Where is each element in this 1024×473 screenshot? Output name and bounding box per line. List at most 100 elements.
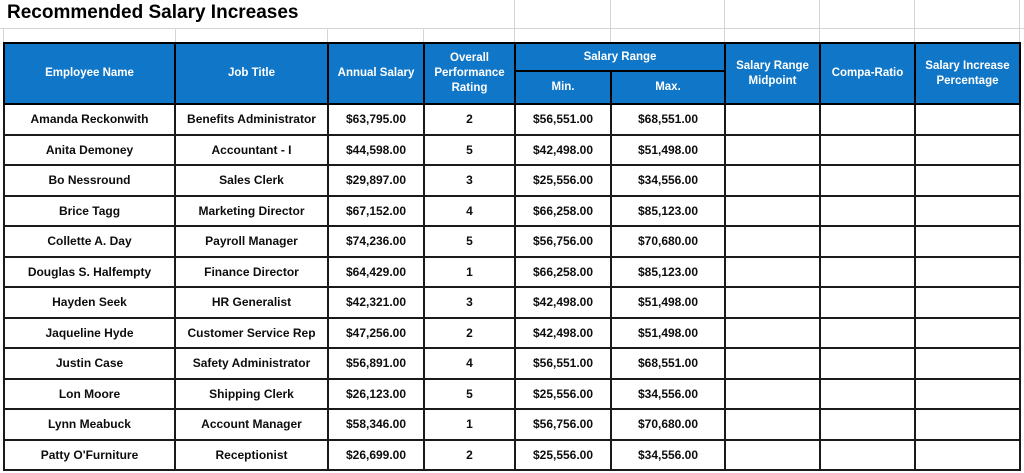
cell-rating[interactable]: 2 — [423, 438, 516, 471]
cell-midpoint[interactable] — [724, 225, 821, 258]
cell-rating[interactable]: 5 — [423, 225, 516, 258]
cell-annual-salary[interactable]: $44,598.00 — [327, 133, 425, 166]
cell-max[interactable]: $51,498.00 — [610, 286, 726, 319]
cell-max[interactable]: $34,556.00 — [610, 377, 726, 410]
cell-rating[interactable]: 1 — [423, 255, 516, 288]
cell-employee-name[interactable]: Patty O'Furniture — [3, 438, 176, 471]
cell-increase-pct[interactable] — [914, 286, 1021, 319]
col-header-employee-name[interactable]: Employee Name — [3, 42, 176, 105]
cell-compa-ratio[interactable] — [819, 133, 916, 166]
cell-compa-ratio[interactable] — [819, 438, 916, 471]
cell-annual-salary[interactable]: $67,152.00 — [327, 194, 425, 227]
cell-min[interactable]: $25,556.00 — [514, 377, 612, 410]
cell-increase-pct[interactable] — [914, 438, 1021, 471]
cell-increase-pct[interactable] — [914, 255, 1021, 288]
cell-increase-pct[interactable] — [914, 225, 1021, 258]
cell-rating[interactable]: 3 — [423, 164, 516, 197]
col-header-compa-ratio[interactable]: Compa-Ratio — [819, 42, 916, 105]
cell-job-title[interactable]: Receptionist — [174, 438, 329, 471]
cell-annual-salary[interactable]: $26,123.00 — [327, 377, 425, 410]
cell-employee-name[interactable]: Anita Demoney — [3, 133, 176, 166]
cell-job-title[interactable]: Finance Director — [174, 255, 329, 288]
cell-min[interactable]: $56,551.00 — [514, 103, 612, 136]
cell-min[interactable]: $56,551.00 — [514, 347, 612, 380]
cell-min[interactable]: $25,556.00 — [514, 438, 612, 471]
col-header-job-title[interactable]: Job Title — [174, 42, 329, 105]
cell-annual-salary[interactable]: $42,321.00 — [327, 286, 425, 319]
cell-job-title[interactable]: Payroll Manager — [174, 225, 329, 258]
cell-max[interactable]: $70,680.00 — [610, 408, 726, 441]
cell-midpoint[interactable] — [724, 347, 821, 380]
cell-compa-ratio[interactable] — [819, 225, 916, 258]
cell-employee-name[interactable]: Amanda Reckonwith — [3, 103, 176, 136]
cell-increase-pct[interactable] — [914, 377, 1021, 410]
cell-midpoint[interactable] — [724, 316, 821, 349]
cell-max[interactable]: $85,123.00 — [610, 255, 726, 288]
cell-increase-pct[interactable] — [914, 103, 1021, 136]
cell-compa-ratio[interactable] — [819, 194, 916, 227]
cell-compa-ratio[interactable] — [819, 103, 916, 136]
cell-min[interactable]: $66,258.00 — [514, 194, 612, 227]
cell-min[interactable]: $42,498.00 — [514, 286, 612, 319]
cell-max[interactable]: $51,498.00 — [610, 133, 726, 166]
cell-rating[interactable]: 3 — [423, 286, 516, 319]
col-header-overall-performance-rating[interactable]: Overall Performance Rating — [423, 42, 516, 105]
cell-rating[interactable]: 2 — [423, 103, 516, 136]
cell-rating[interactable]: 4 — [423, 347, 516, 380]
cell-employee-name[interactable]: Lynn Meabuck — [3, 408, 176, 441]
cell-annual-salary[interactable]: $64,429.00 — [327, 255, 425, 288]
cell-increase-pct[interactable] — [914, 194, 1021, 227]
cell-annual-salary[interactable]: $63,795.00 — [327, 103, 425, 136]
cell-job-title[interactable]: Sales Clerk — [174, 164, 329, 197]
cell-min[interactable]: $25,556.00 — [514, 164, 612, 197]
cell-min[interactable]: $42,498.00 — [514, 316, 612, 349]
cell-rating[interactable]: 2 — [423, 316, 516, 349]
cell-increase-pct[interactable] — [914, 316, 1021, 349]
cell-midpoint[interactable] — [724, 377, 821, 410]
cell-job-title[interactable]: Customer Service Rep — [174, 316, 329, 349]
cell-employee-name[interactable]: Lon Moore — [3, 377, 176, 410]
cell-employee-name[interactable]: Jaqueline Hyde — [3, 316, 176, 349]
cell-midpoint[interactable] — [724, 408, 821, 441]
cell-max[interactable]: $34,556.00 — [610, 164, 726, 197]
cell-compa-ratio[interactable] — [819, 286, 916, 319]
col-header-salary-increase-percentage[interactable]: Salary Increase Percentage — [914, 42, 1021, 105]
col-header-salary-range-group[interactable]: Salary Range — [514, 42, 726, 72]
cell-midpoint[interactable] — [724, 438, 821, 471]
cell-max[interactable]: $85,123.00 — [610, 194, 726, 227]
cell-job-title[interactable]: Benefits Administrator — [174, 103, 329, 136]
cell-annual-salary[interactable]: $74,236.00 — [327, 225, 425, 258]
cell-employee-name[interactable]: Justin Case — [3, 347, 176, 380]
cell-job-title[interactable]: Marketing Director — [174, 194, 329, 227]
cell-increase-pct[interactable] — [914, 408, 1021, 441]
cell-min[interactable]: $56,756.00 — [514, 408, 612, 441]
cell-employee-name[interactable]: Hayden Seek — [3, 286, 176, 319]
cell-job-title[interactable]: Shipping Clerk — [174, 377, 329, 410]
cell-compa-ratio[interactable] — [819, 316, 916, 349]
cell-max[interactable]: $70,680.00 — [610, 225, 726, 258]
cell-max[interactable]: $68,551.00 — [610, 347, 726, 380]
cell-midpoint[interactable] — [724, 286, 821, 319]
cell-compa-ratio[interactable] — [819, 347, 916, 380]
cell-employee-name[interactable]: Bo Nessround — [3, 164, 176, 197]
cell-increase-pct[interactable] — [914, 164, 1021, 197]
page-title[interactable]: Recommended Salary Increases — [7, 2, 299, 23]
cell-annual-salary[interactable]: $56,891.00 — [327, 347, 425, 380]
cell-employee-name[interactable]: Collette A. Day — [3, 225, 176, 258]
cell-increase-pct[interactable] — [914, 347, 1021, 380]
cell-rating[interactable]: 4 — [423, 194, 516, 227]
cell-compa-ratio[interactable] — [819, 408, 916, 441]
cell-rating[interactable]: 1 — [423, 408, 516, 441]
cell-min[interactable]: $66,258.00 — [514, 255, 612, 288]
cell-rating[interactable]: 5 — [423, 377, 516, 410]
cell-midpoint[interactable] — [724, 194, 821, 227]
cell-annual-salary[interactable]: $29,897.00 — [327, 164, 425, 197]
cell-employee-name[interactable]: Douglas S. Halfempty — [3, 255, 176, 288]
cell-max[interactable]: $34,556.00 — [610, 438, 726, 471]
cell-midpoint[interactable] — [724, 103, 821, 136]
cell-rating[interactable]: 5 — [423, 133, 516, 166]
cell-job-title[interactable]: Accountant - I — [174, 133, 329, 166]
cell-annual-salary[interactable]: $26,699.00 — [327, 438, 425, 471]
cell-midpoint[interactable] — [724, 133, 821, 166]
col-header-salary-range-midpoint[interactable]: Salary Range Midpoint — [724, 42, 821, 105]
